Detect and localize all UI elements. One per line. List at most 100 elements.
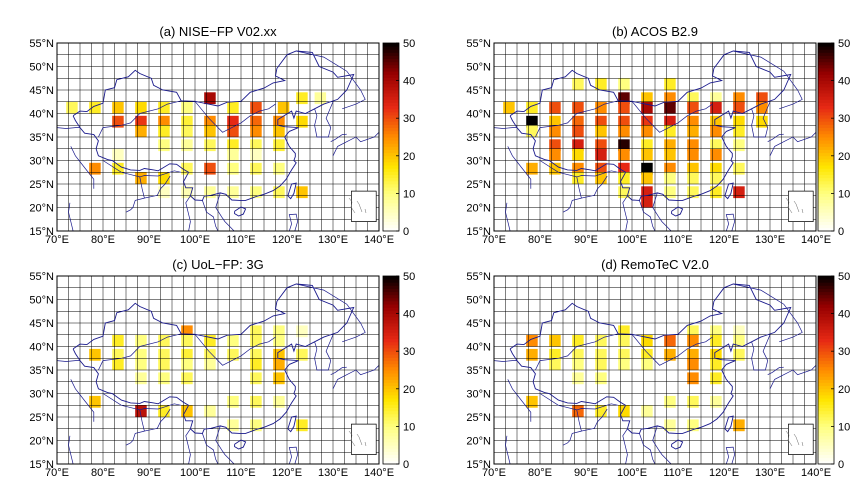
grid-cell [710,395,722,408]
grid-cell [618,186,630,199]
lat-tick-label: 50°N [466,295,491,307]
border-line [202,200,219,232]
grid-cell [526,334,538,347]
grid-cell [733,115,745,128]
colorbar-segment [818,146,834,150]
grid-cell [204,358,216,371]
colorbar-segment [383,395,399,399]
country-borders [493,283,817,465]
grid-cell [526,125,538,138]
border-line [56,360,80,362]
grid-cell [158,372,170,385]
colorbar-segment [383,385,399,390]
grid-cell [273,325,285,338]
colorbar-segment [818,83,834,88]
colorbar-segment [383,429,399,434]
lat-tick-label: 35°N [29,365,54,377]
colorbar-segment [818,454,834,459]
grid-cell [618,115,630,128]
grid-cell [250,395,262,408]
border-line [562,430,582,446]
lat-tick-label: 35°N [29,132,54,144]
lat-tick-label: 45°N [466,318,491,330]
colorbar-segment [383,401,399,405]
border-line [639,200,656,232]
grid-cell [618,162,630,175]
colorbar-segment [383,398,399,402]
border-line [652,192,672,232]
colorbar-segment [818,423,834,427]
colorbar-segment [818,118,834,122]
colorbar-segment [383,423,399,427]
china-border [72,283,355,434]
grid-cell [572,148,584,161]
colorbar-segment [818,291,834,296]
lat-tick-label: 15°N [29,459,54,471]
colorbar-segment [818,218,834,222]
grid-cell [204,139,216,152]
border-line [505,202,511,232]
grid-cell [112,101,124,114]
grid-cell [664,172,676,185]
colorbar-segment [383,426,399,430]
grid-cell [733,186,745,199]
grid-cell [687,186,699,199]
grid-cell [710,148,722,161]
border-line [769,365,817,389]
grid-cell [687,101,699,114]
colorbar-segment [383,316,399,321]
grid-cell [273,395,285,408]
border-line [98,333,182,371]
lat-tick-label: 35°N [466,365,491,377]
panel-title: (b) ACOS B2.9 [612,24,698,39]
grid-cell [687,419,699,432]
lat-tick-label: 50°N [466,62,491,74]
colorbar-segment [383,407,399,412]
colorbar-segment [818,55,834,60]
colorbar-tick-label: 0 [838,226,844,238]
map-panel: (c) UoL−FP: 3G 15°N 20°N 25°N 30°N 35°N 40°N 45… [29,257,415,479]
border-line [622,195,628,232]
grid-cell [572,139,584,152]
colorbar-tick-label: 10 [838,421,850,433]
lon-tick-label: 70°E [482,467,506,479]
inset-islands [348,197,367,214]
colorbar-segment [383,445,399,449]
colorbar: 0 10 20 30 40 50 [817,38,850,238]
grid-cell [710,139,722,152]
colorbar-segment [383,180,399,185]
lon-tick-label: 140°E [364,234,394,246]
colorbar-segment [383,171,399,175]
grid-cell [572,162,584,175]
colorbar-segment [818,410,834,415]
colorbar-segment [383,205,399,210]
colorbar-segment [818,77,834,81]
lat-tick-label: 20°N [466,436,491,448]
lon-tick-label: 130°E [755,234,785,246]
grid-cell [66,101,78,114]
lat-tick-label: 50°N [29,62,54,74]
grid-cell [595,358,607,371]
colorbar-segment [818,96,834,100]
grid-cell [112,115,124,128]
inset-islands [785,430,804,447]
grid-cell [641,139,653,152]
grid-cell [572,405,584,418]
colorbar-segment [383,52,399,56]
colorbar-segment [383,165,399,169]
grid-cell [135,125,147,138]
colorbar-segment [383,294,399,299]
grid-cell [595,372,607,385]
grid-cell [135,334,147,347]
border-line [507,379,532,422]
colorbar-segment [818,370,834,374]
colorbar-segment [383,193,399,197]
grid-cell [687,139,699,152]
colorbar-segment [383,43,399,47]
border-line [493,127,517,129]
colorbar-segment [818,58,834,63]
grid-cell [733,101,745,114]
lon-tick-label: 100°E [617,234,647,246]
colorbar-tick-label: 0 [403,459,409,471]
colorbar-segment [383,133,399,138]
